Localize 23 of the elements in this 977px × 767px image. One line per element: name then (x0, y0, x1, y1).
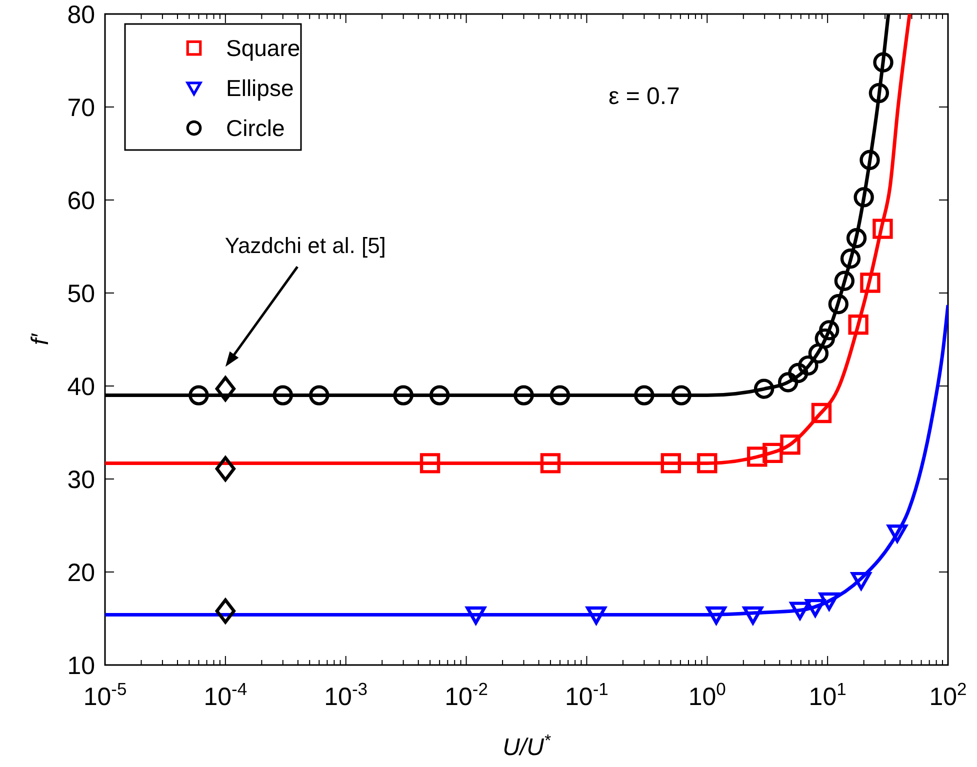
x-tick-label: 10$^{-3}$ (324, 679, 368, 711)
legend-label: Ellipse (226, 75, 294, 101)
annotation: Yazdchi et al. [5] (224, 232, 386, 258)
x-axis-title: U/U$^{*}$ (502, 730, 551, 761)
y-axis-title: f′ (27, 332, 54, 346)
legend-label: Circle (226, 115, 285, 141)
x-tick-label: 10$^{-5}$ (83, 679, 127, 711)
x-tick-label: 10$^{-1}$ (565, 679, 608, 711)
y-tick-label: 20 (67, 559, 95, 587)
x-tick-label: 10$^{-4}$ (204, 679, 248, 711)
legend-label: Square (226, 35, 300, 61)
y-tick-label: 80 (67, 1, 95, 29)
y-tick-label: 30 (67, 466, 95, 494)
x-tick-label: 10$^{1}$ (808, 679, 846, 711)
y-tick-label: 60 (67, 187, 95, 215)
x-tick-label: 10$^{2}$ (929, 679, 967, 711)
x-tick-label: 10$^{0}$ (688, 679, 726, 711)
y-tick-label: 70 (67, 94, 95, 122)
y-tick-label: 50 (67, 280, 95, 308)
y-tick-label: 40 (67, 373, 95, 401)
x-tick-label: 10$^{-2}$ (444, 679, 488, 711)
y-tick-label: 10 (67, 652, 95, 680)
annotation: ε = 0.7 (608, 83, 680, 110)
